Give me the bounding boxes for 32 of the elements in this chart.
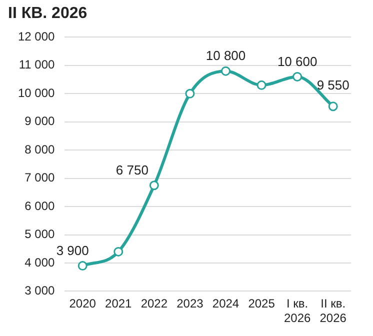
data-label: 3 900 (56, 242, 89, 258)
chart-title: II КВ. 2026 (8, 5, 88, 22)
y-tick-label: 12 000 (18, 30, 56, 44)
y-tick-label: 3 000 (24, 284, 56, 298)
x-tick-label: 2022 (140, 296, 168, 311)
point (220, 66, 230, 76)
y-tick-label: 10 000 (18, 86, 56, 100)
y-tick-label: 11 000 (18, 58, 56, 72)
x-tick-label: II кв. 2026 (320, 296, 347, 326)
data-label: 10 800 (206, 48, 246, 64)
x-tick-label: 2020 (69, 296, 96, 311)
data-label: 10 600 (277, 54, 318, 69)
x-tick-label: 2024 (212, 296, 240, 311)
point (185, 88, 195, 98)
y-tick-label: 7 000 (24, 170, 56, 185)
x-tick-label: 2023 (176, 296, 204, 311)
y-tick-label: 5 000 (24, 227, 56, 242)
x-tick-label: 2025 (248, 296, 276, 311)
y-tick-label: 9 000 (24, 114, 56, 128)
x-tick-label: 2021 (105, 296, 132, 311)
point (78, 261, 88, 271)
y-tick-label: 8 000 (24, 142, 56, 156)
data-label: 9 550 (316, 77, 350, 92)
point (292, 72, 302, 82)
point (256, 80, 266, 90)
data-label: 6 750 (116, 162, 148, 178)
y-tick-label: 6 000 (24, 198, 56, 213)
y-tick-label: 4 000 (24, 255, 56, 270)
x-tick-label: I кв. 2026 (284, 296, 311, 326)
point (114, 246, 124, 256)
point (328, 102, 338, 112)
point (149, 180, 159, 190)
